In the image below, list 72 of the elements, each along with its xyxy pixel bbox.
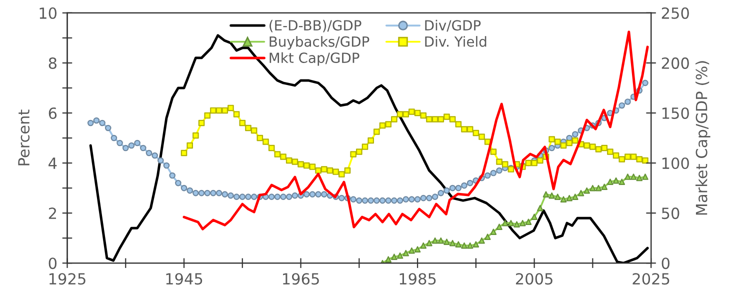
line-series (89, 34, 649, 264)
point (461, 242, 468, 249)
x-tick-label: 1925 (49, 273, 86, 285)
y-tick-label: 4 (48, 158, 57, 169)
point (519, 220, 526, 226)
y2-tick-label: 250 (662, 7, 689, 19)
y2-tick-label: 100 (662, 157, 689, 170)
point (566, 194, 572, 202)
legend-label: Buybacks/GDP (270, 36, 370, 50)
point (531, 214, 538, 220)
legend-label: Div/GDP (425, 20, 481, 32)
legend-label: (E-D-BB)/GDP (270, 20, 362, 32)
point (612, 177, 620, 184)
point (560, 196, 567, 202)
point (391, 254, 398, 260)
point (590, 184, 596, 192)
line-series (182, 30, 649, 230)
point (578, 190, 584, 196)
x-tick-label: 1965 (283, 273, 319, 285)
legend-label: Div. Yield (425, 36, 486, 47)
point (455, 241, 462, 248)
point (601, 184, 608, 190)
point (514, 221, 520, 228)
point (618, 178, 626, 185)
y2-axis-title: Market Cap/GDP (%) (696, 61, 710, 215)
legend-label: Mkt Cap/GDP (270, 52, 360, 66)
y-tick-label: 10 (40, 7, 57, 19)
point (595, 184, 602, 192)
point (396, 252, 404, 259)
point (408, 247, 415, 254)
point (548, 192, 555, 199)
point (478, 237, 485, 244)
point (572, 194, 578, 200)
point (536, 204, 544, 212)
y-tick-label: 8 (48, 57, 56, 69)
point (426, 240, 432, 246)
point (432, 237, 438, 244)
x-tick-label: 2025 (632, 273, 670, 285)
x-tick-label: 1945 (166, 273, 202, 285)
point (402, 250, 410, 256)
point (472, 241, 480, 248)
point (554, 194, 561, 200)
point (624, 174, 631, 180)
point (490, 228, 497, 235)
point (438, 237, 444, 244)
point (607, 178, 614, 185)
y-tick-label: 6 (48, 107, 57, 119)
y-axis-title: Percent (18, 110, 30, 166)
y2-tick-label: 50 (662, 208, 680, 220)
x-tick-label: 2005 (516, 273, 552, 285)
point (484, 234, 491, 240)
point (502, 220, 508, 226)
y2-tick-label: 150 (662, 107, 689, 119)
point (584, 187, 590, 194)
point (525, 218, 532, 225)
point (636, 174, 643, 182)
x-tick-label: 1985 (400, 273, 436, 285)
point (414, 246, 421, 252)
point (508, 220, 514, 226)
point (449, 240, 456, 246)
point (630, 174, 637, 180)
point (642, 174, 648, 180)
point (385, 256, 392, 262)
point (444, 238, 450, 245)
point (496, 224, 502, 230)
point (466, 242, 474, 249)
point (420, 242, 427, 249)
point (542, 191, 550, 198)
y2-tick-label: 0 (662, 258, 670, 270)
y-tick-label: 0 (48, 258, 57, 270)
y2-tick-label: 200 (662, 57, 689, 69)
y-tick-label: 2 (48, 208, 56, 219)
